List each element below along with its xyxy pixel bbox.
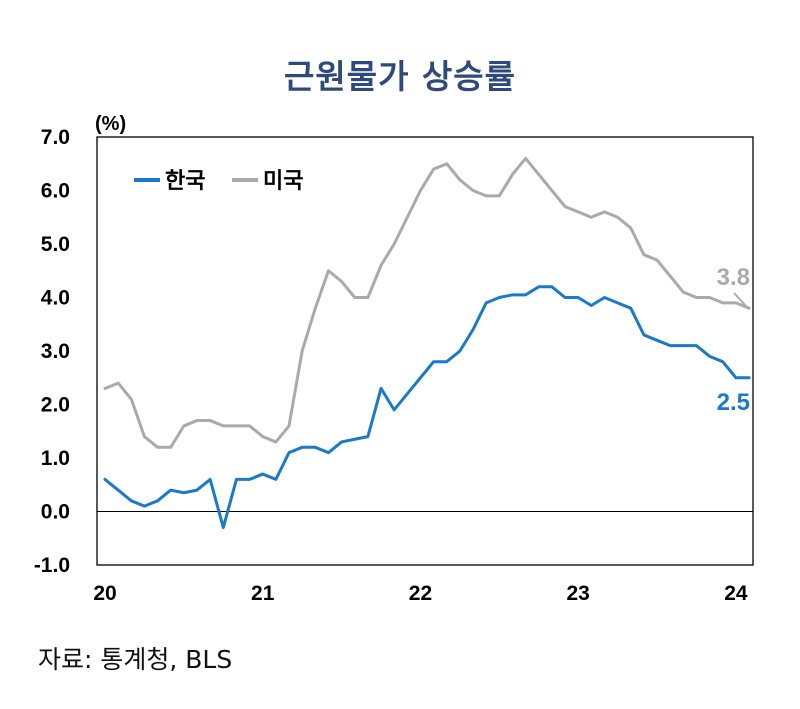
y-axis-ticks: 7.0 6.0 5.0 4.0 3.0 2.0 1.0 0.0 -1.0 bbox=[34, 126, 70, 577]
x-tick-label: 21 bbox=[251, 582, 275, 605]
end-label-us: 3.8 bbox=[717, 264, 750, 291]
end-label-korea: 2.5 bbox=[717, 389, 750, 416]
x-tick-label: 24 bbox=[724, 582, 748, 605]
y-tick-label: -1.0 bbox=[34, 554, 70, 577]
y-tick-label: 7.0 bbox=[41, 126, 70, 149]
y-tick-label: 5.0 bbox=[41, 233, 70, 256]
y-tick-label: 2.0 bbox=[41, 394, 70, 417]
y-tick-label: 0.0 bbox=[41, 501, 70, 524]
x-tick-label: 22 bbox=[409, 582, 432, 605]
y-tick-label: 6.0 bbox=[41, 180, 70, 203]
series-group bbox=[103, 156, 751, 530]
legend: 한국 미국 bbox=[134, 168, 303, 193]
y-tick-label: 4.0 bbox=[41, 287, 70, 310]
legend-label-us: 미국 bbox=[263, 168, 303, 193]
legend-label-korea: 한국 bbox=[165, 168, 205, 193]
y-tick-label: 1.0 bbox=[41, 447, 70, 470]
x-tick-label: 20 bbox=[93, 582, 116, 605]
series-line-us bbox=[103, 156, 751, 449]
chart-title: 근원물가 상승률 bbox=[283, 57, 516, 96]
series-line-korea bbox=[103, 285, 751, 530]
y-axis-unit: (%) bbox=[95, 113, 126, 135]
end-label-us-leader bbox=[733, 292, 747, 307]
x-tick-label: 23 bbox=[567, 582, 590, 605]
plot-frame bbox=[96, 136, 754, 566]
x-axis-ticks: 20 21 22 23 24 bbox=[93, 582, 748, 605]
source-note: 자료: 통계청, BLS bbox=[38, 645, 233, 674]
y-tick-label: 3.0 bbox=[41, 340, 70, 363]
end-labels: 3.8 2.5 bbox=[717, 264, 750, 416]
